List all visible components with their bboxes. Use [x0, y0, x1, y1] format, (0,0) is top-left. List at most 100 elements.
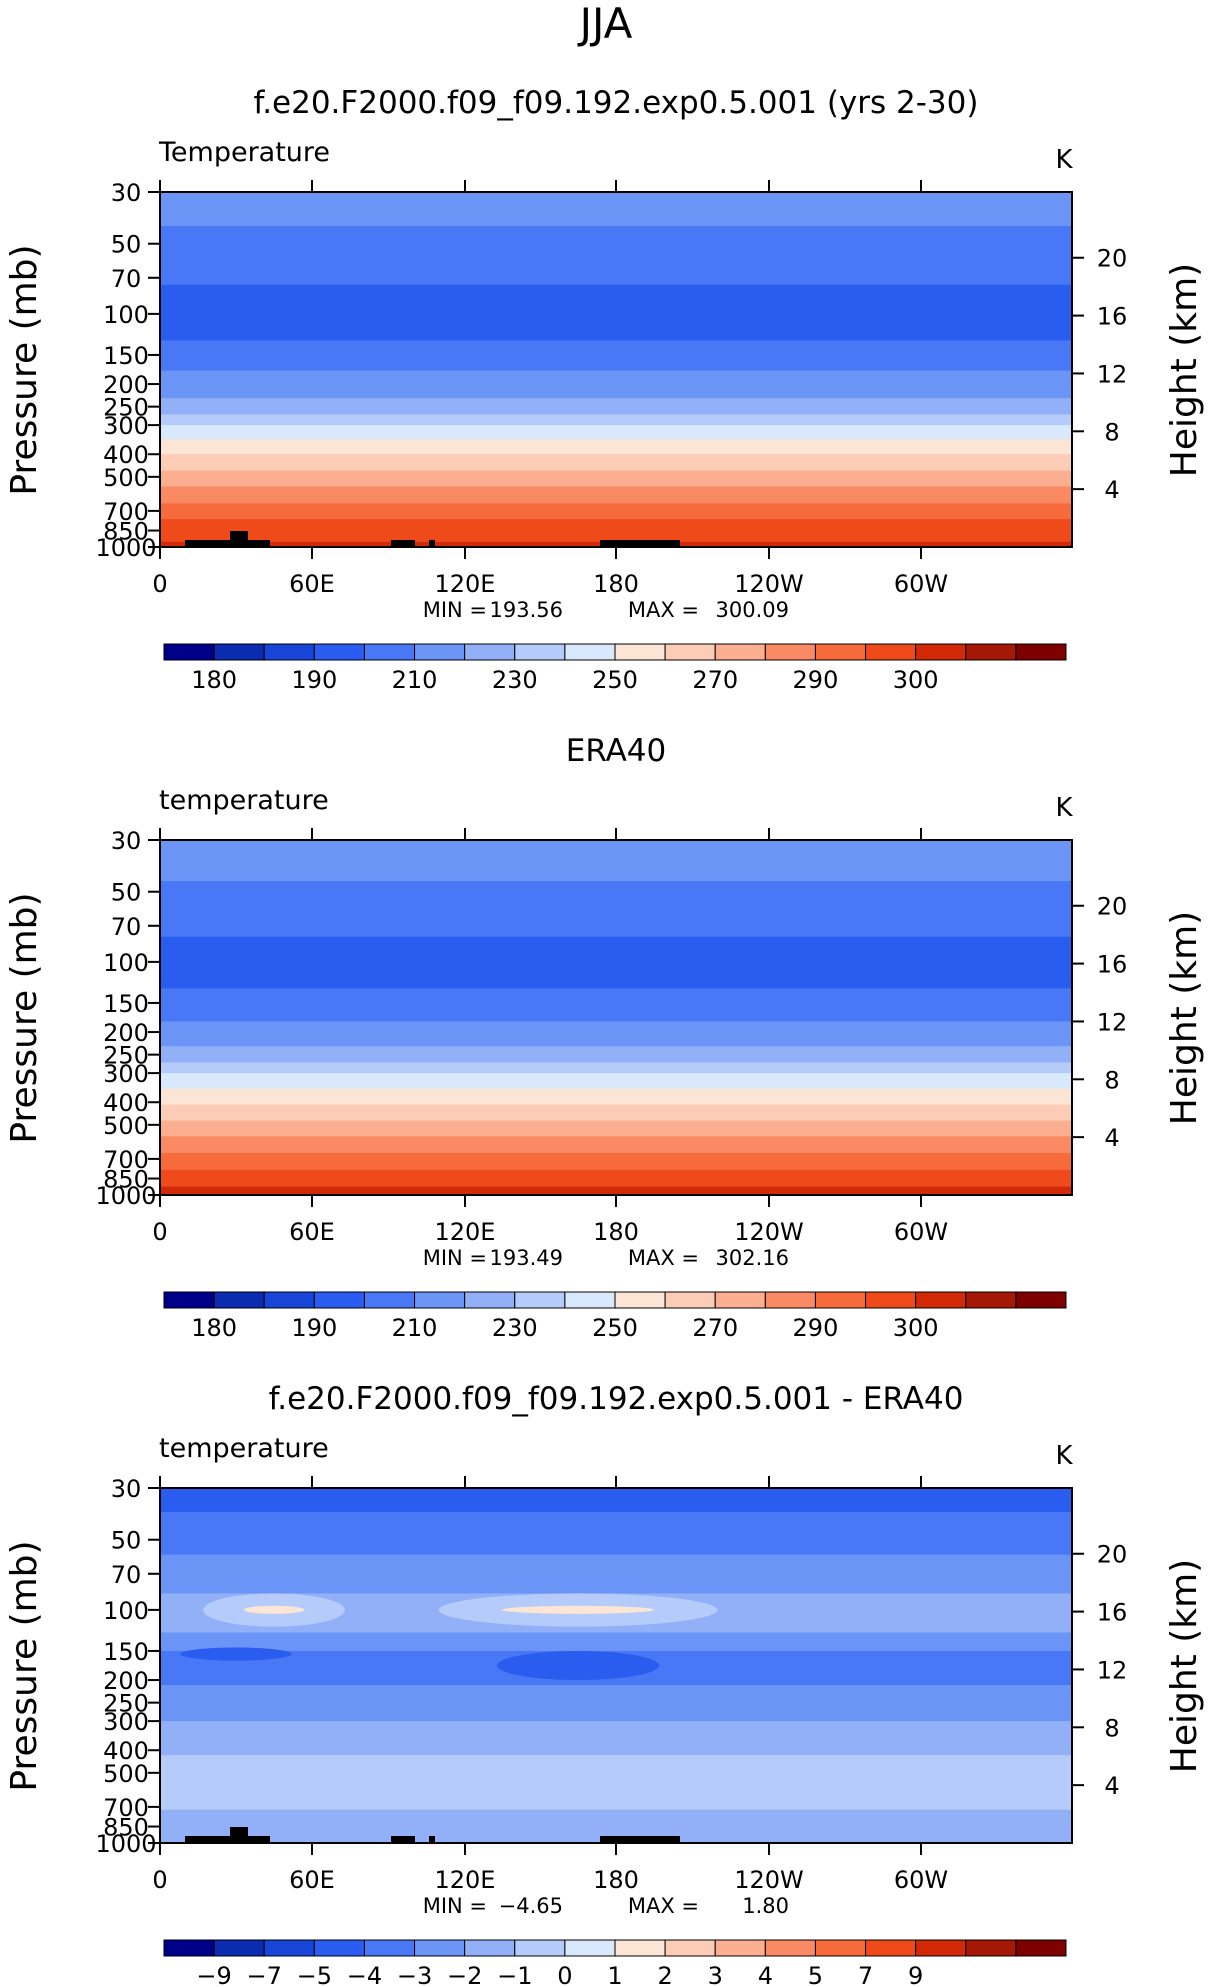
- max-value: 302.16: [716, 1246, 789, 1270]
- panel-title: f.e20.F2000.f09_f09.192.exp0.5.001 - ERA…: [269, 1381, 964, 1417]
- lon-tick-label: 120E: [435, 1218, 496, 1246]
- lon-tick-label: 60E: [289, 1218, 335, 1246]
- contour-band: [160, 284, 1072, 341]
- colorbar-swatch: [764, 1291, 816, 1309]
- pressure-axis-label: Pressure (mb): [4, 1540, 45, 1791]
- lon-tick-label: 180: [593, 1866, 639, 1894]
- height-tick-label: 12: [1097, 1008, 1128, 1036]
- pressure-tick-label: 400: [103, 1737, 149, 1765]
- colorbar-swatch: [664, 1291, 716, 1309]
- colorbar-swatch: [664, 1939, 716, 1957]
- pressure-tick-label: 70: [111, 265, 142, 293]
- height-tick-label: 20: [1097, 893, 1128, 921]
- colorbar-label: 1: [607, 1962, 622, 1987]
- lon-tick-label: 180: [593, 1218, 639, 1246]
- anomaly-region: [180, 1647, 292, 1661]
- colorbar-label: 300: [893, 666, 939, 694]
- colorbar-label: −7: [247, 1962, 282, 1987]
- contour-band: [160, 1120, 1072, 1137]
- contour-band: [160, 1088, 1072, 1106]
- height-tick-label: 8: [1104, 1714, 1119, 1742]
- pressure-axis-label: Pressure (mb): [4, 892, 45, 1143]
- colorbar-swatch: [464, 1939, 516, 1957]
- colorbar-swatch: [614, 643, 666, 661]
- colorbar-swatch: [414, 1939, 466, 1957]
- colorbar-label: 0: [557, 1962, 572, 1987]
- contour-band: [160, 1104, 1072, 1122]
- topography-mask: [391, 1836, 415, 1843]
- panel-title: ERA40: [566, 733, 667, 769]
- contour-band: [160, 226, 1072, 286]
- contour-field: [160, 840, 1072, 1195]
- pressure-tick-label: 150: [103, 1638, 149, 1666]
- colorbar-swatch: [363, 1939, 416, 1957]
- topography-mask: [600, 540, 680, 547]
- contour-band: [160, 988, 1072, 1022]
- colorbar-label: −9: [196, 1962, 231, 1987]
- min-label: MIN =: [423, 1894, 487, 1918]
- colorbar-swatch: [414, 643, 466, 661]
- colorbar-label: 250: [592, 1314, 638, 1342]
- pressure-tick-label: 500: [103, 464, 149, 492]
- pressure-tick-label: 400: [103, 1089, 149, 1117]
- colorbar-swatch: [313, 643, 365, 661]
- pressure-tick-label: 850: [103, 1166, 149, 1194]
- pressure-tick-label: 30: [111, 179, 142, 207]
- pressure-tick-label: 50: [111, 231, 142, 259]
- pressure-tick-label: 400: [103, 441, 149, 469]
- colorbar-swatch: [764, 1939, 816, 1957]
- pressure-tick-label: 200: [103, 1019, 149, 1047]
- colorbar-swatch: [363, 643, 416, 661]
- min-label: MIN =: [423, 1246, 487, 1270]
- colorbar-swatch: [564, 1939, 616, 1957]
- lon-tick-label: 120E: [435, 570, 496, 598]
- contour-band: [160, 486, 1072, 504]
- topography-mask: [185, 540, 270, 547]
- lon-tick-label: 0: [152, 570, 167, 598]
- colorbar-swatch: [213, 643, 265, 661]
- topography-mask: [185, 1836, 270, 1843]
- colorbar-swatch: [414, 1291, 466, 1309]
- pressure-tick-label: 30: [111, 1475, 142, 1503]
- colorbar-label: −4: [347, 1962, 382, 1987]
- contour-band: [160, 1062, 1072, 1074]
- colorbar-swatch: [764, 643, 816, 661]
- contour-band: [160, 340, 1072, 372]
- anomaly-region: [502, 1605, 654, 1614]
- colorbar-label: 4: [758, 1962, 773, 1987]
- pressure-tick-label: 70: [111, 913, 142, 941]
- colorbar-swatch: [714, 1291, 766, 1309]
- colorbar-swatch: [514, 1939, 566, 1957]
- panel-2: ERA40 temperature K Pressure (mb) Height (km…: [4, 733, 1205, 1342]
- contour-band: [160, 1632, 1072, 1652]
- pressure-tick-label: 150: [103, 990, 149, 1018]
- colorbar-swatch: [263, 1291, 315, 1309]
- colorbar-swatch: [714, 643, 766, 661]
- variable-label: Temperature: [158, 137, 330, 168]
- contour-band: [160, 414, 1072, 426]
- colorbar-swatch: [865, 1939, 917, 1957]
- colorbar-swatch: [263, 643, 315, 661]
- contour-band: [160, 470, 1072, 487]
- topography-mask: [230, 1827, 248, 1843]
- colorbar-swatch: [614, 1939, 666, 1957]
- colorbar-label: 180: [191, 666, 237, 694]
- height-tick-label: 16: [1097, 951, 1128, 979]
- colorbar-label: 190: [291, 1314, 337, 1342]
- contour-band: [160, 1511, 1072, 1556]
- pressure-tick-label: 500: [103, 1112, 149, 1140]
- figure-title: JJA: [577, 0, 633, 48]
- colorbar-swatch: [965, 643, 1017, 661]
- colorbar-swatch: [865, 643, 917, 661]
- colorbar-label: 290: [793, 1314, 839, 1342]
- pressure-tick-label: 300: [103, 1060, 149, 1088]
- lon-tick-label: 60W: [894, 570, 948, 598]
- lon-tick-label: 0: [152, 1866, 167, 1894]
- colorbar-swatch: [1015, 643, 1067, 661]
- pressure-tick-label: 850: [103, 1814, 149, 1842]
- contour-band: [160, 1186, 1072, 1195]
- colorbar-label: 5: [808, 1962, 823, 1987]
- pressure-tick-label: 700: [103, 1146, 149, 1174]
- height-tick-label: 12: [1097, 1656, 1128, 1684]
- topography-mask: [230, 531, 248, 547]
